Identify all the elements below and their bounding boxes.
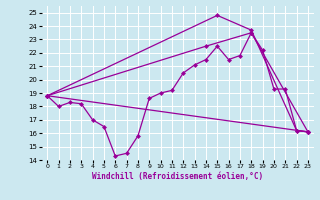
X-axis label: Windchill (Refroidissement éolien,°C): Windchill (Refroidissement éolien,°C) xyxy=(92,172,263,181)
